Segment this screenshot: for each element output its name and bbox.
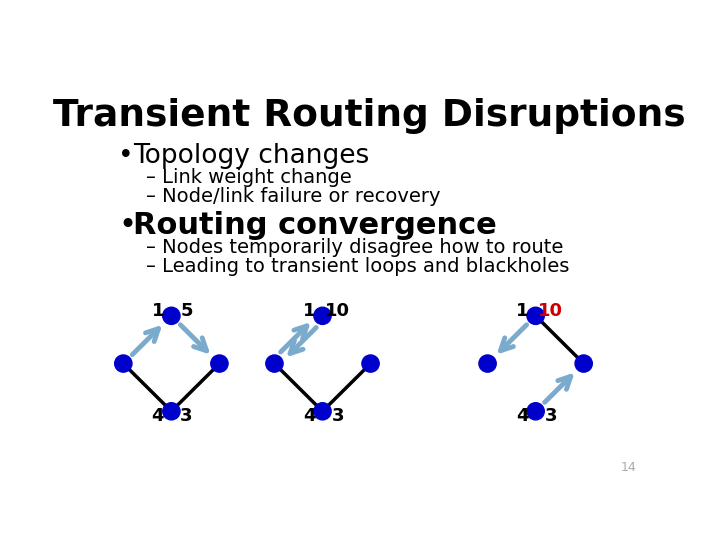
- Circle shape: [266, 355, 283, 372]
- Text: 3: 3: [180, 407, 193, 425]
- Text: 1: 1: [516, 302, 528, 320]
- Text: 4: 4: [303, 407, 315, 425]
- Circle shape: [114, 355, 132, 372]
- Text: Transient Routing Disruptions: Transient Routing Disruptions: [53, 98, 685, 134]
- Circle shape: [527, 403, 544, 420]
- Text: – Link weight change: – Link weight change: [145, 168, 351, 187]
- Text: 10: 10: [538, 302, 563, 320]
- Text: 4: 4: [516, 407, 528, 425]
- Circle shape: [314, 403, 331, 420]
- Text: 1: 1: [303, 302, 315, 320]
- Text: 10: 10: [325, 302, 350, 320]
- Text: 5: 5: [180, 302, 193, 320]
- Circle shape: [575, 355, 593, 372]
- Text: Topology changes: Topology changes: [133, 143, 369, 170]
- Text: – Node/link failure or recovery: – Node/link failure or recovery: [145, 187, 441, 206]
- Circle shape: [314, 307, 331, 325]
- Text: •: •: [118, 143, 133, 170]
- Circle shape: [527, 307, 544, 325]
- Text: •: •: [118, 211, 136, 240]
- Text: – Nodes temporarily disagree how to route: – Nodes temporarily disagree how to rout…: [145, 238, 563, 257]
- Circle shape: [163, 307, 180, 325]
- Text: 4: 4: [152, 407, 164, 425]
- Text: Routing convergence: Routing convergence: [133, 211, 497, 240]
- Circle shape: [163, 403, 180, 420]
- Circle shape: [362, 355, 379, 372]
- Text: – Leading to transient loops and blackholes: – Leading to transient loops and blackho…: [145, 257, 570, 276]
- Text: 14: 14: [621, 462, 636, 475]
- Text: 3: 3: [544, 407, 557, 425]
- Circle shape: [479, 355, 496, 372]
- Text: 1: 1: [152, 302, 164, 320]
- Text: 3: 3: [331, 407, 344, 425]
- Circle shape: [211, 355, 228, 372]
